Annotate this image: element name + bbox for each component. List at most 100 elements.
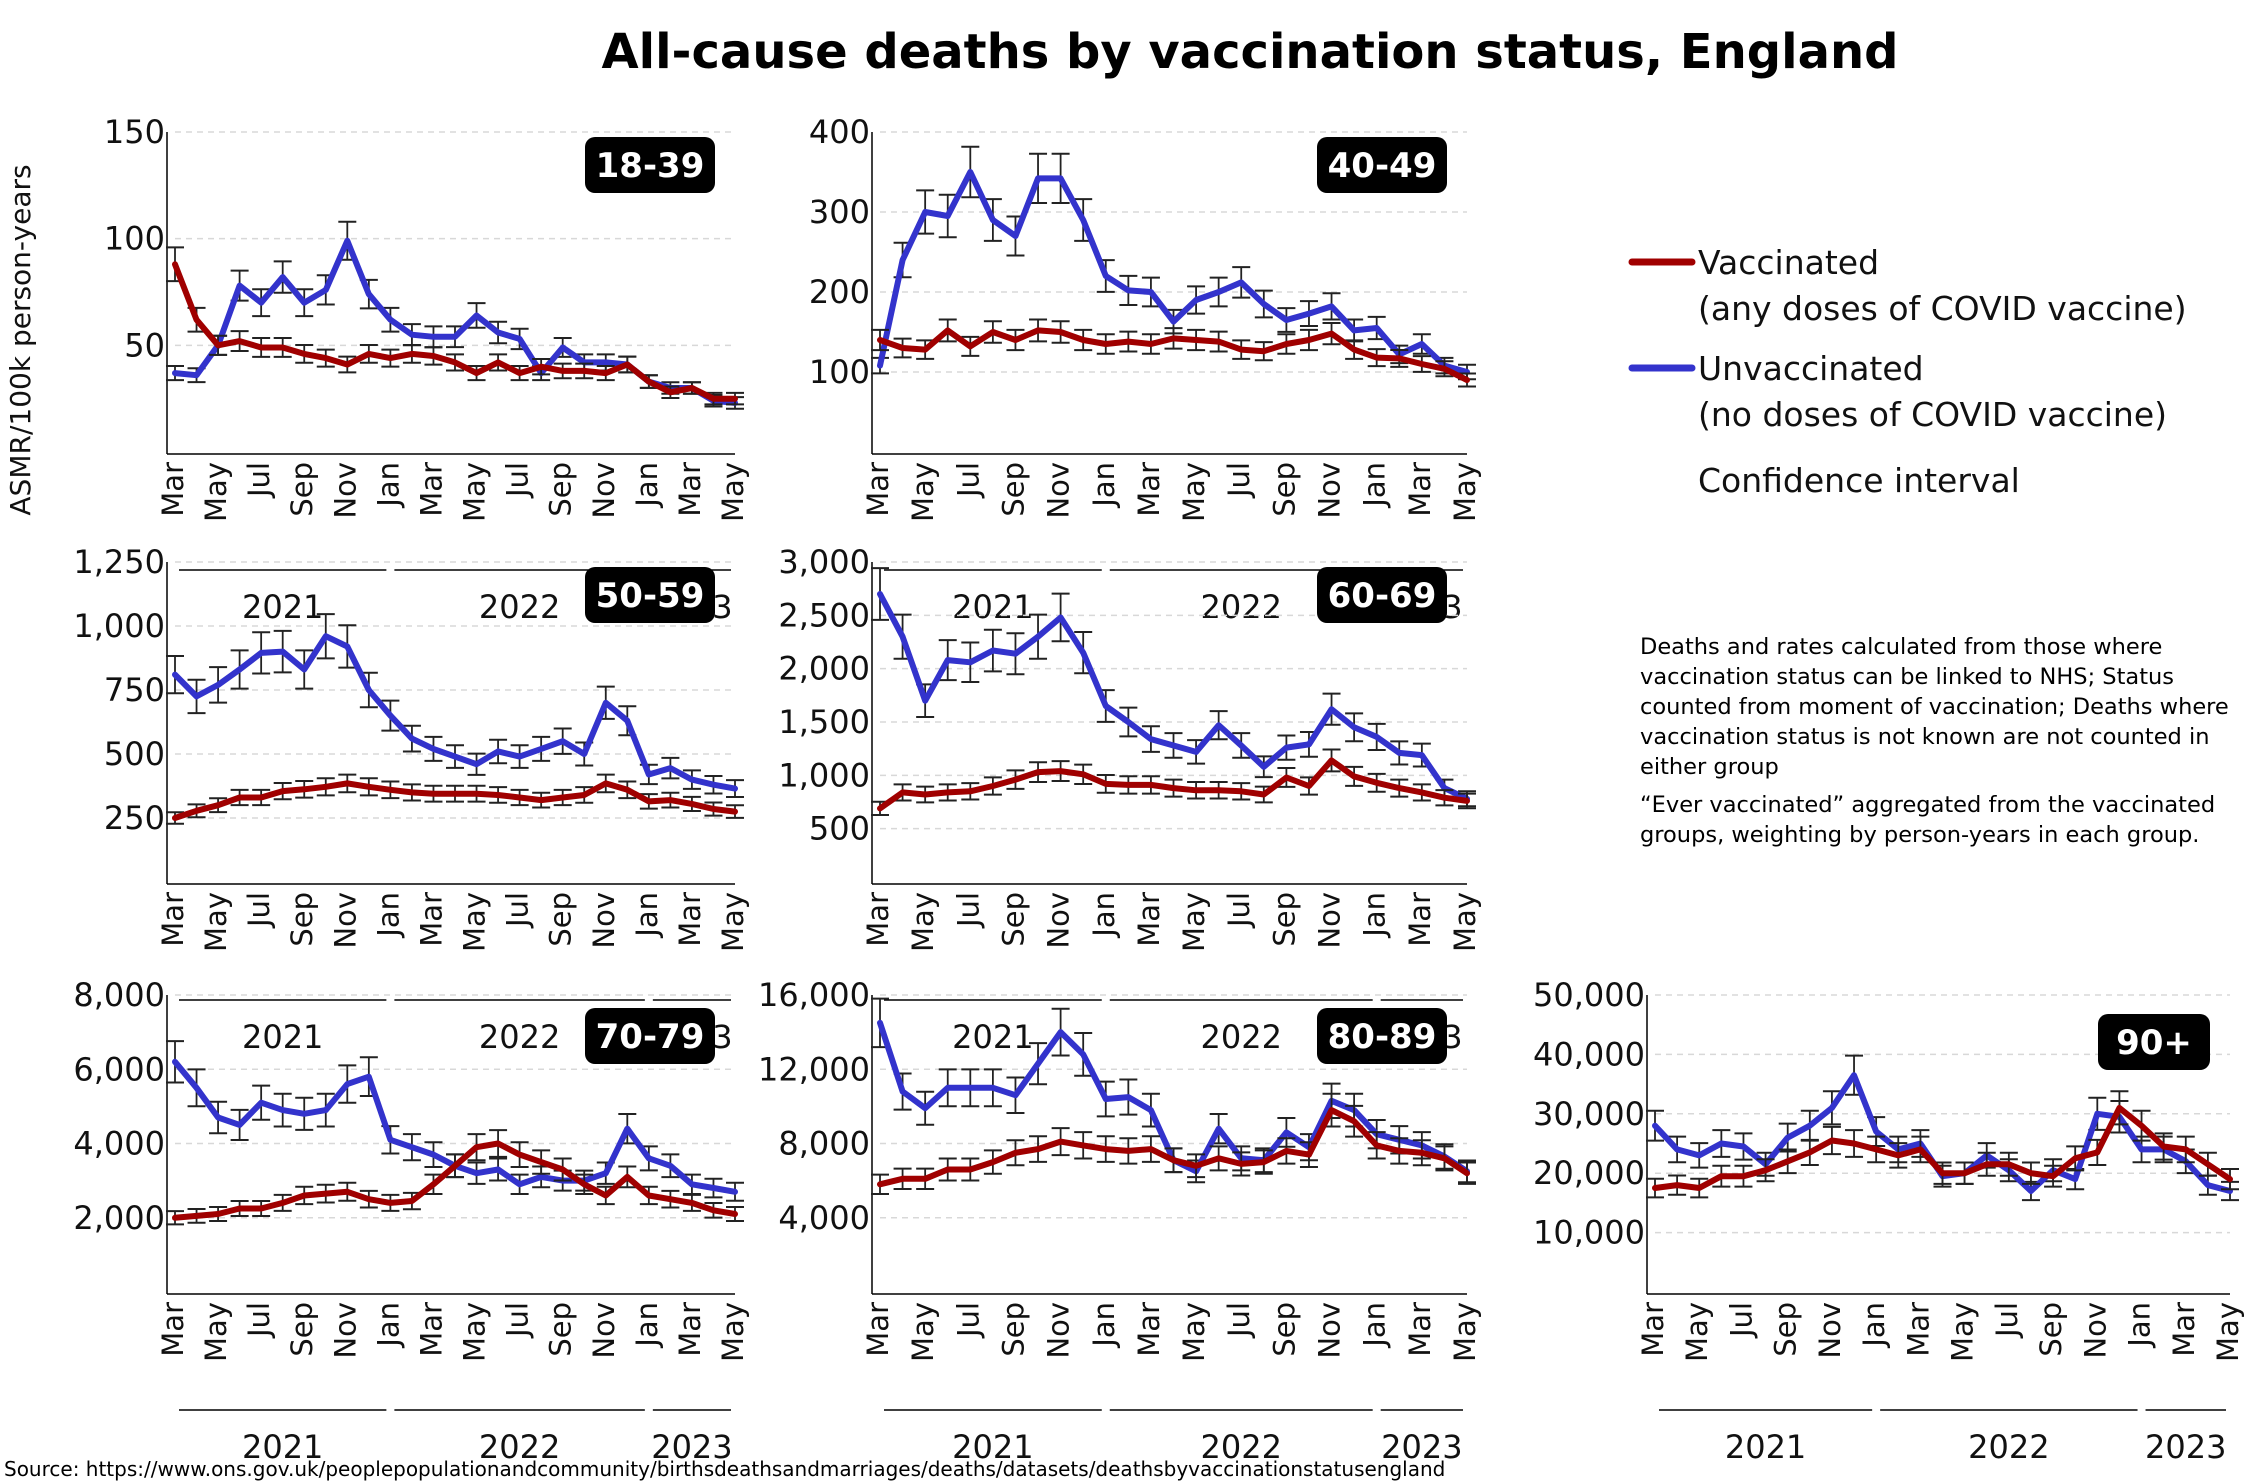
x-tick-label: Jul — [1222, 892, 1256, 929]
series-unvaccinated-point — [324, 634, 328, 638]
series-unvaccinated-point — [1307, 742, 1311, 746]
x-tick-label: Sep — [544, 892, 578, 947]
series-unvaccinated-point — [733, 787, 737, 791]
series-unvaccinated-point — [561, 739, 565, 743]
series-unvaccinated-point — [561, 345, 565, 349]
series-vaccinated-point — [195, 318, 199, 322]
y-tick-label: 500 — [104, 735, 165, 773]
series-vaccinated-point — [561, 796, 565, 800]
series-unvaccinated-point — [475, 313, 479, 317]
series-vaccinated-point — [1284, 775, 1288, 779]
series-vaccinated-point — [625, 1175, 629, 1179]
series-vaccinated-point — [259, 1206, 263, 1210]
x-tick-label: Jan — [1358, 892, 1392, 939]
series-unvaccinated-point — [1352, 328, 1356, 332]
series-vaccinated-point — [518, 796, 522, 800]
series-vaccinated-point — [496, 360, 500, 364]
series-vaccinated-point — [1786, 1159, 1790, 1163]
series-vaccinated-point — [946, 1167, 950, 1171]
series-vaccinated-point — [711, 1208, 715, 1212]
series-unvaccinated-point — [625, 1127, 629, 1131]
series-vaccinated-point — [733, 1212, 737, 1216]
series-unvaccinated-point — [923, 210, 927, 214]
series-vaccinated-point — [518, 371, 522, 375]
y-tick-label: 40,000 — [1533, 1035, 1645, 1073]
note-line: vaccination status can be linked to NHS;… — [1640, 664, 2174, 690]
note-line: vaccination status is not known are not … — [1640, 724, 2210, 750]
series-unvaccinated-point — [625, 719, 629, 723]
series-vaccinated-point — [1963, 1171, 1967, 1175]
series-vaccinated-point — [367, 352, 371, 356]
series-vaccinated-point — [281, 345, 285, 349]
series-unvaccinated-point — [1036, 1062, 1040, 1066]
series-vaccinated-point — [1420, 790, 1424, 794]
x-tick-label: Mar — [414, 462, 448, 517]
series-unvaccinated-point — [1330, 707, 1334, 711]
series-unvaccinated-point — [1420, 342, 1424, 346]
series-unvaccinated-point — [1081, 218, 1085, 222]
series-vaccinated-point — [1852, 1142, 1856, 1145]
series-unvaccinated-point — [711, 1186, 715, 1190]
series-unvaccinated-point — [1126, 720, 1130, 724]
series-unvaccinated-point — [453, 755, 457, 759]
series-vaccinated-point — [1675, 1183, 1679, 1187]
series-unvaccinated-point — [518, 337, 522, 341]
series-unvaccinated-point — [1284, 1130, 1288, 1134]
series-unvaccinated-point — [968, 1086, 972, 1090]
series-vaccinated-point — [733, 397, 737, 401]
x-tick-label: Mar — [673, 1302, 707, 1357]
series-vaccinated-point — [1262, 793, 1266, 797]
x-tick-label: Jul — [951, 462, 985, 499]
series-vaccinated-point — [1397, 1149, 1401, 1153]
series-unvaccinated-point — [878, 592, 882, 596]
series-vaccinated-line — [877, 1107, 1470, 1188]
series-unvaccinated-point — [604, 701, 608, 705]
y-tick-label: 150 — [104, 113, 165, 151]
x-tick-label: May — [199, 1302, 233, 1362]
series-vaccinated-point — [582, 793, 586, 797]
series-vaccinated-point — [1375, 356, 1379, 360]
series-vaccinated-point — [878, 1182, 882, 1186]
series-vaccinated-point — [1059, 769, 1063, 773]
panel-badge-label: 80-89 — [1328, 1017, 1437, 1057]
panel-badge-label: 70-79 — [596, 1017, 705, 1057]
series-unvaccinated-point — [991, 649, 995, 653]
series-unvaccinated-point — [238, 668, 242, 672]
series-unvaccinated-point — [1808, 1124, 1812, 1128]
series-unvaccinated-point — [302, 668, 306, 672]
series-unvaccinated-point — [1149, 1108, 1153, 1112]
series-vaccinated-point — [475, 371, 479, 375]
series-vaccinated-point — [946, 328, 950, 332]
x-tick-label: Jan — [630, 462, 664, 509]
series-vaccinated-point — [1874, 1147, 1878, 1151]
series-unvaccinated-point — [1104, 704, 1108, 708]
series-vaccinated-point — [345, 781, 349, 785]
series-vaccinated-point — [991, 330, 995, 334]
series-unvaccinated-point — [901, 1090, 905, 1094]
series-vaccinated-point — [968, 1167, 972, 1171]
series-vaccinated-point — [453, 1164, 457, 1168]
year-label: 2023 — [651, 1428, 732, 1466]
series-vaccinated-point — [1330, 758, 1334, 762]
series-vaccinated-point — [475, 792, 479, 796]
year-label: 2022 — [479, 588, 560, 626]
series-vaccinated-point — [1149, 1147, 1153, 1151]
panel-badge-label: 50-59 — [596, 576, 705, 616]
x-tick-label: Mar — [673, 892, 707, 947]
y-tick-label: 200 — [809, 273, 870, 311]
series-unvaccinated-point — [431, 335, 435, 339]
series-vaccinated-point — [324, 356, 328, 360]
series-vaccinated-point — [539, 798, 543, 802]
series-vaccinated-point — [690, 386, 694, 390]
series-vaccinated-point — [1239, 1162, 1243, 1166]
series-vaccinated-point — [453, 792, 457, 796]
series-unvaccinated-point — [1217, 290, 1221, 294]
note-line: either group — [1640, 754, 1779, 780]
x-tick-label: May — [458, 1302, 492, 1362]
x-tick-label: Jul — [1222, 1302, 1256, 1339]
series-vaccinated-point — [2184, 1147, 2188, 1151]
series-unvaccinated-point — [1262, 302, 1266, 306]
series-vaccinated-point — [968, 344, 972, 348]
series-vaccinated-point — [195, 809, 199, 813]
panel-badge — [585, 567, 715, 623]
